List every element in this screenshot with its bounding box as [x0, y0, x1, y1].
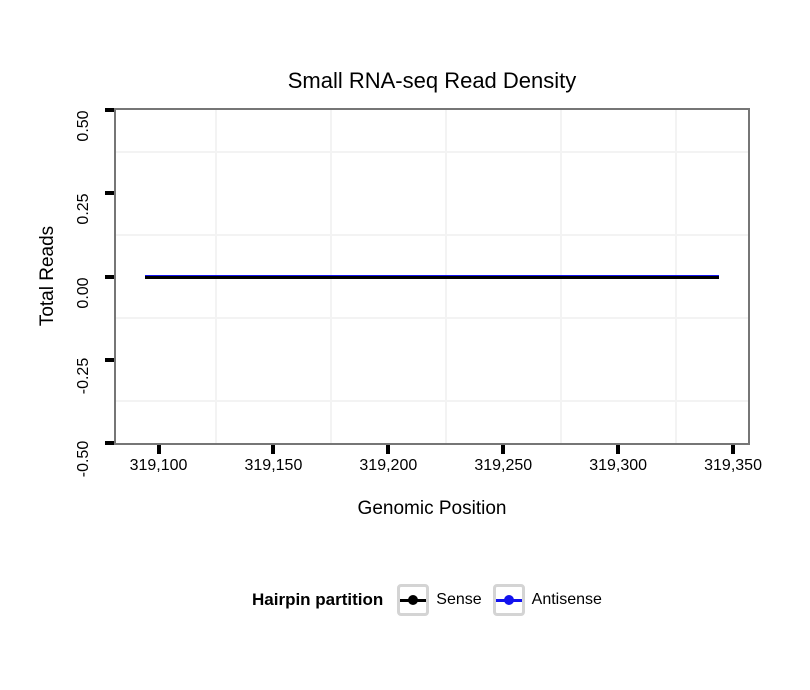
sense-point-glyph — [408, 595, 419, 605]
minor-gridline-y — [116, 150, 748, 153]
y-tick-mark — [105, 108, 114, 112]
y-tick-mark — [105, 441, 114, 445]
y-tick-mark — [105, 191, 114, 196]
minor-gridline-y — [116, 233, 748, 236]
series-line-sense — [144, 275, 720, 279]
legend-label-sense: Sense — [436, 591, 482, 608]
y-tick-label: -0.25 — [75, 357, 92, 394]
legend: Hairpin partition Sense Antisense — [252, 582, 613, 618]
legend-label-antisense: Antisense — [531, 591, 602, 608]
legend-key-sense — [397, 584, 430, 616]
x-tick-label: 319,300 — [589, 457, 648, 474]
antisense-point-glyph — [503, 595, 514, 605]
y-axis-title: Total Reads — [37, 225, 58, 327]
x-tick-label: 319,150 — [244, 457, 303, 474]
x-tick-label: 319,350 — [704, 457, 762, 474]
chart-title: Small RNA-seq Read Density — [287, 68, 577, 93]
x-tick-mark — [731, 445, 736, 454]
y-tick-mark — [105, 357, 114, 362]
legend-key-antisense — [492, 584, 525, 616]
minor-gridline-y — [116, 400, 748, 403]
minor-gridline-y — [116, 317, 748, 320]
y-tick-label: 0.50 — [75, 110, 92, 142]
x-tick-mark — [386, 445, 391, 454]
x-tick-mark — [156, 445, 161, 454]
x-axis-title: Genomic Position — [357, 498, 507, 519]
y-tick-label: -0.50 — [75, 440, 92, 478]
plot-panel — [114, 108, 750, 445]
x-tick-mark — [501, 445, 506, 454]
legend-title: Hairpin partition — [252, 590, 384, 609]
x-tick-label: 319,250 — [474, 457, 533, 474]
y-tick-label: 0.00 — [75, 276, 92, 309]
y-tick-mark — [105, 274, 114, 279]
legend-entry-sense: Sense — [397, 584, 482, 616]
x-tick-mark — [616, 445, 621, 454]
legend-entry-antisense: Antisense — [492, 584, 602, 616]
y-tick-label: 0.25 — [75, 193, 92, 225]
x-tick-mark — [271, 445, 276, 454]
x-tick-label: 319,200 — [359, 457, 418, 474]
x-tick-label: 319,100 — [129, 457, 188, 474]
